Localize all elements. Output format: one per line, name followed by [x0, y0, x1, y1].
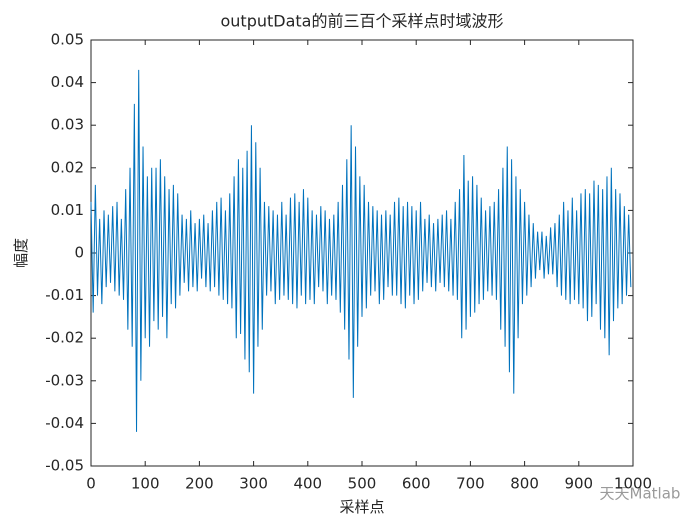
x-tick-label: 400: [293, 475, 322, 493]
chart-title: outputData的前三百个采样点时域波形: [221, 12, 504, 31]
x-axis-label: 采样点: [339, 498, 384, 516]
y-tick-label: -0.01: [45, 286, 84, 304]
x-tick-label: 500: [348, 475, 377, 493]
signal-line: [90, 69, 632, 432]
y-tick-label: 0.01: [51, 201, 84, 219]
y-axis-label: 幅度: [12, 238, 30, 268]
x-tick-label: 800: [510, 475, 539, 493]
y-tick-label: -0.02: [45, 329, 84, 347]
x-tick-label: 900: [564, 475, 593, 493]
y-tick-label: 0: [74, 244, 84, 262]
x-tick-label: 300: [239, 475, 268, 493]
y-tick-label: 0.03: [51, 116, 84, 134]
y-tick-label: -0.03: [45, 371, 84, 389]
watermark: 天天Matlab: [600, 485, 681, 503]
y-tick-label: 0.04: [51, 73, 84, 91]
x-tick-label: 600: [402, 475, 431, 493]
x-tick-label: 700: [456, 475, 485, 493]
x-tick-label: 200: [185, 475, 214, 493]
x-tick-label: 1000: [614, 475, 652, 493]
x-tick-label: 0: [86, 475, 96, 493]
y-tick-label: 0.05: [51, 31, 84, 49]
y-tick-label: 0.02: [51, 158, 84, 176]
y-tick-label: -0.04: [45, 414, 84, 432]
x-tick-label: 100: [131, 475, 160, 493]
y-tick-label: -0.05: [45, 457, 84, 475]
